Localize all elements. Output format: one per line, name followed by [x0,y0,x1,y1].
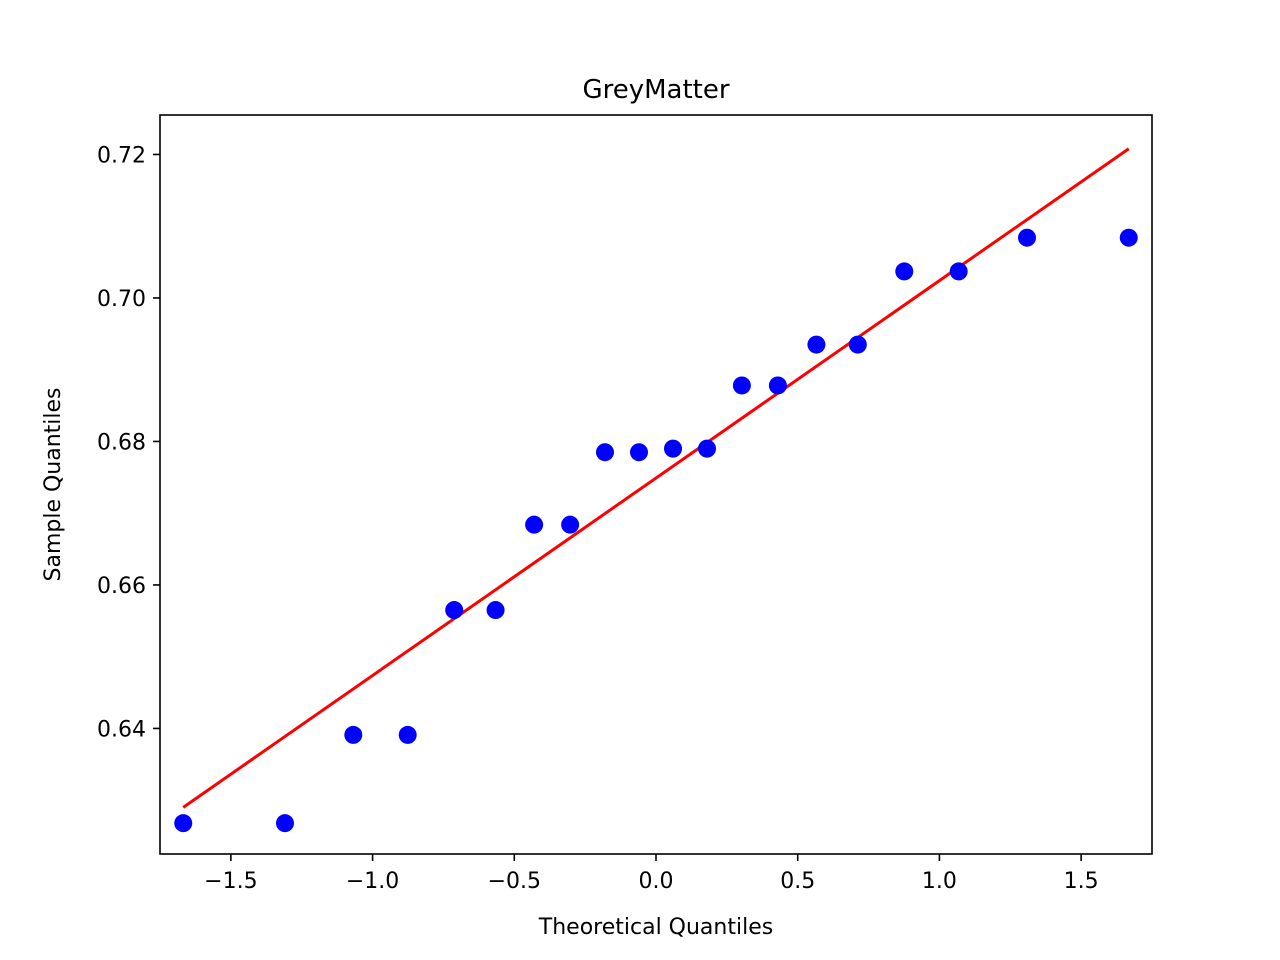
data-point [732,376,751,395]
x-tick-label: 1.0 [922,869,957,894]
data-point [398,725,417,744]
data-point [949,262,968,281]
plot-area [174,147,1138,833]
data-point [1018,228,1037,247]
x-tick-label: −1.5 [204,869,257,894]
data-point [698,439,717,458]
data-point [561,515,580,534]
data-point [445,601,464,620]
y-tick-label: 0.70 [97,287,146,312]
chart-title: GreyMatter [582,75,729,105]
data-point [629,443,648,462]
data-point [595,443,614,462]
x-axis-label: Theoretical Quantiles [538,915,773,940]
data-point [768,376,787,395]
x-tick-label: 1.5 [1064,869,1099,894]
y-tick-label: 0.66 [97,574,146,599]
data-point [275,814,294,833]
y-tick-label: 0.72 [97,143,146,168]
x-tick-label: −0.5 [488,869,541,894]
y-axis-label: Sample Quantiles [41,387,66,581]
data-point [525,515,544,534]
x-tick-label: −1.0 [346,869,399,894]
data-point [848,335,867,354]
x-tick-label: 0.0 [639,869,674,894]
data-point [895,262,914,281]
data-point [807,335,826,354]
reference-line [182,147,1130,809]
data-point [486,601,505,620]
y-tick-label: 0.64 [97,717,146,742]
data-point [174,814,193,833]
data-point [1119,228,1138,247]
y-tick-label: 0.68 [97,430,146,455]
x-tick-label: 0.5 [780,869,815,894]
axis-ticks: −1.5 −1.0 −0.5 0.0 0.5 1.0 1.5 0.64 0.66 0.68 0.70… [97,143,1099,894]
data-point [344,725,363,744]
data-point [664,439,683,458]
axes-frame [159,114,1153,855]
